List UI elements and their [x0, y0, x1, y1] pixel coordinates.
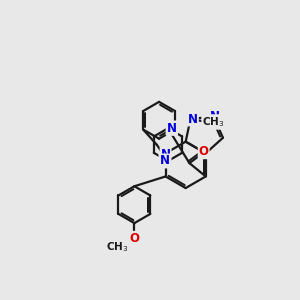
Text: N: N — [160, 148, 171, 161]
Text: N: N — [159, 154, 170, 167]
Text: N: N — [210, 110, 220, 123]
Text: O: O — [129, 232, 140, 245]
Text: CH$_3$: CH$_3$ — [106, 240, 129, 254]
Text: CH$_3$: CH$_3$ — [202, 115, 225, 129]
Text: N: N — [167, 122, 177, 134]
Text: N: N — [188, 112, 198, 125]
Text: N: N — [167, 122, 177, 135]
Text: O: O — [199, 145, 209, 158]
